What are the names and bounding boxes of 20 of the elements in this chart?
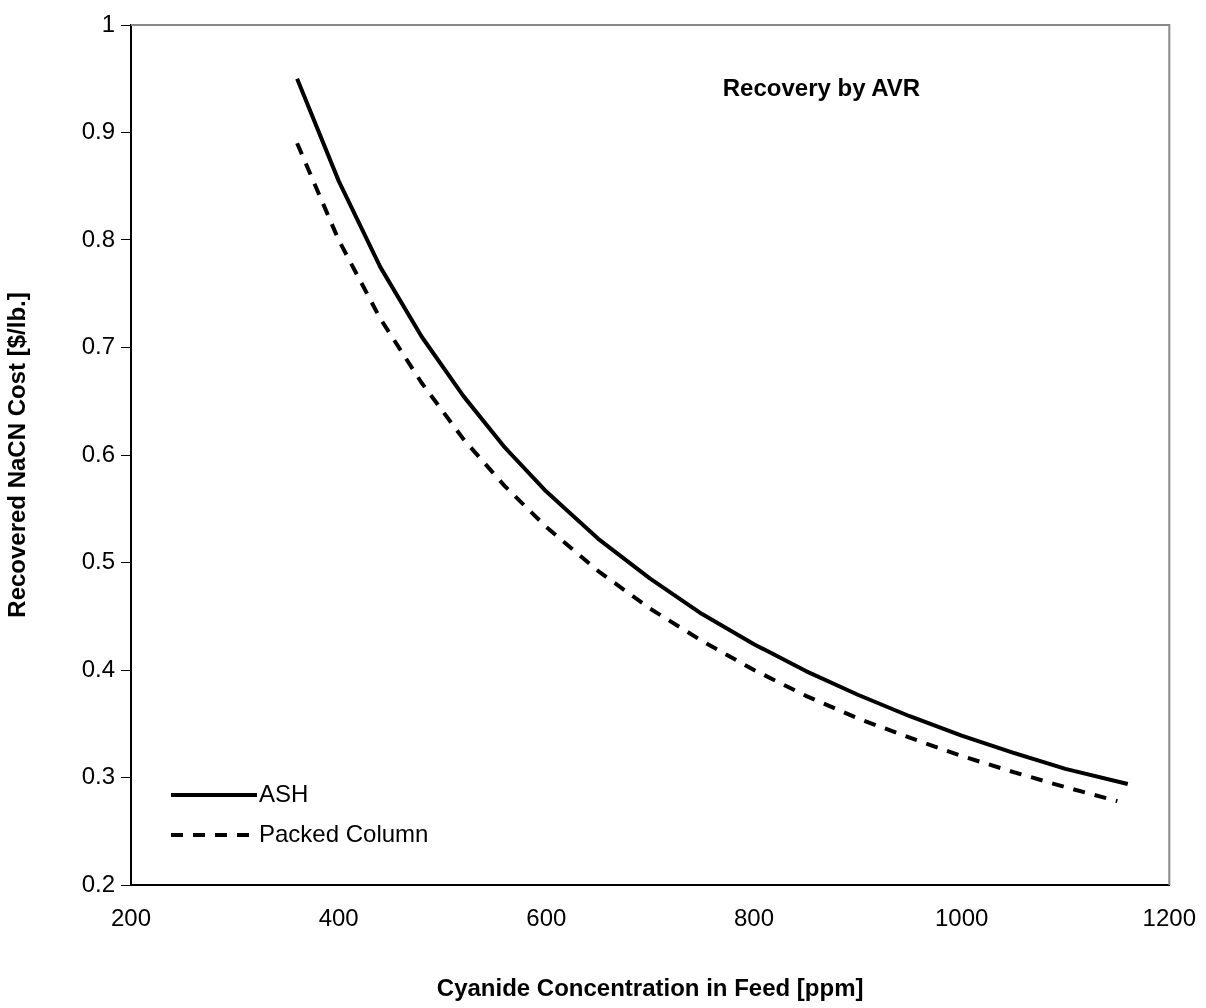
y-tick-label: 0.7	[81, 332, 115, 360]
y-tick-label: 0.3	[81, 762, 115, 790]
annotation: Recovery by AVR	[722, 73, 921, 101]
x-tick-label: 600	[526, 904, 567, 932]
y-tick-label: 1	[101, 9, 115, 37]
x-tick-label: 200	[110, 904, 152, 932]
y-tick-label: 0.5	[81, 547, 115, 575]
y-tick-label: 0.8	[81, 224, 115, 252]
y-tick-label: 0.4	[81, 654, 115, 682]
x-tick-label: 800	[733, 904, 775, 932]
x-tick-label: 400	[318, 904, 359, 932]
legend-label: ASH	[259, 779, 309, 807]
x-tick-label: 1000	[934, 904, 989, 932]
x-tick-label: 1200	[1142, 904, 1196, 932]
y-axis-title: Recovered NaCN Cost [$/lb.]	[3, 292, 31, 618]
y-tick-label: 0.6	[81, 439, 115, 467]
y-tick-label: 0.2	[81, 869, 115, 897]
legend-label: Packed Column	[259, 819, 429, 847]
y-tick-label: 0.9	[81, 117, 115, 145]
x-axis-title: Cyanide Concentration in Feed [ppm]	[436, 974, 864, 1002]
